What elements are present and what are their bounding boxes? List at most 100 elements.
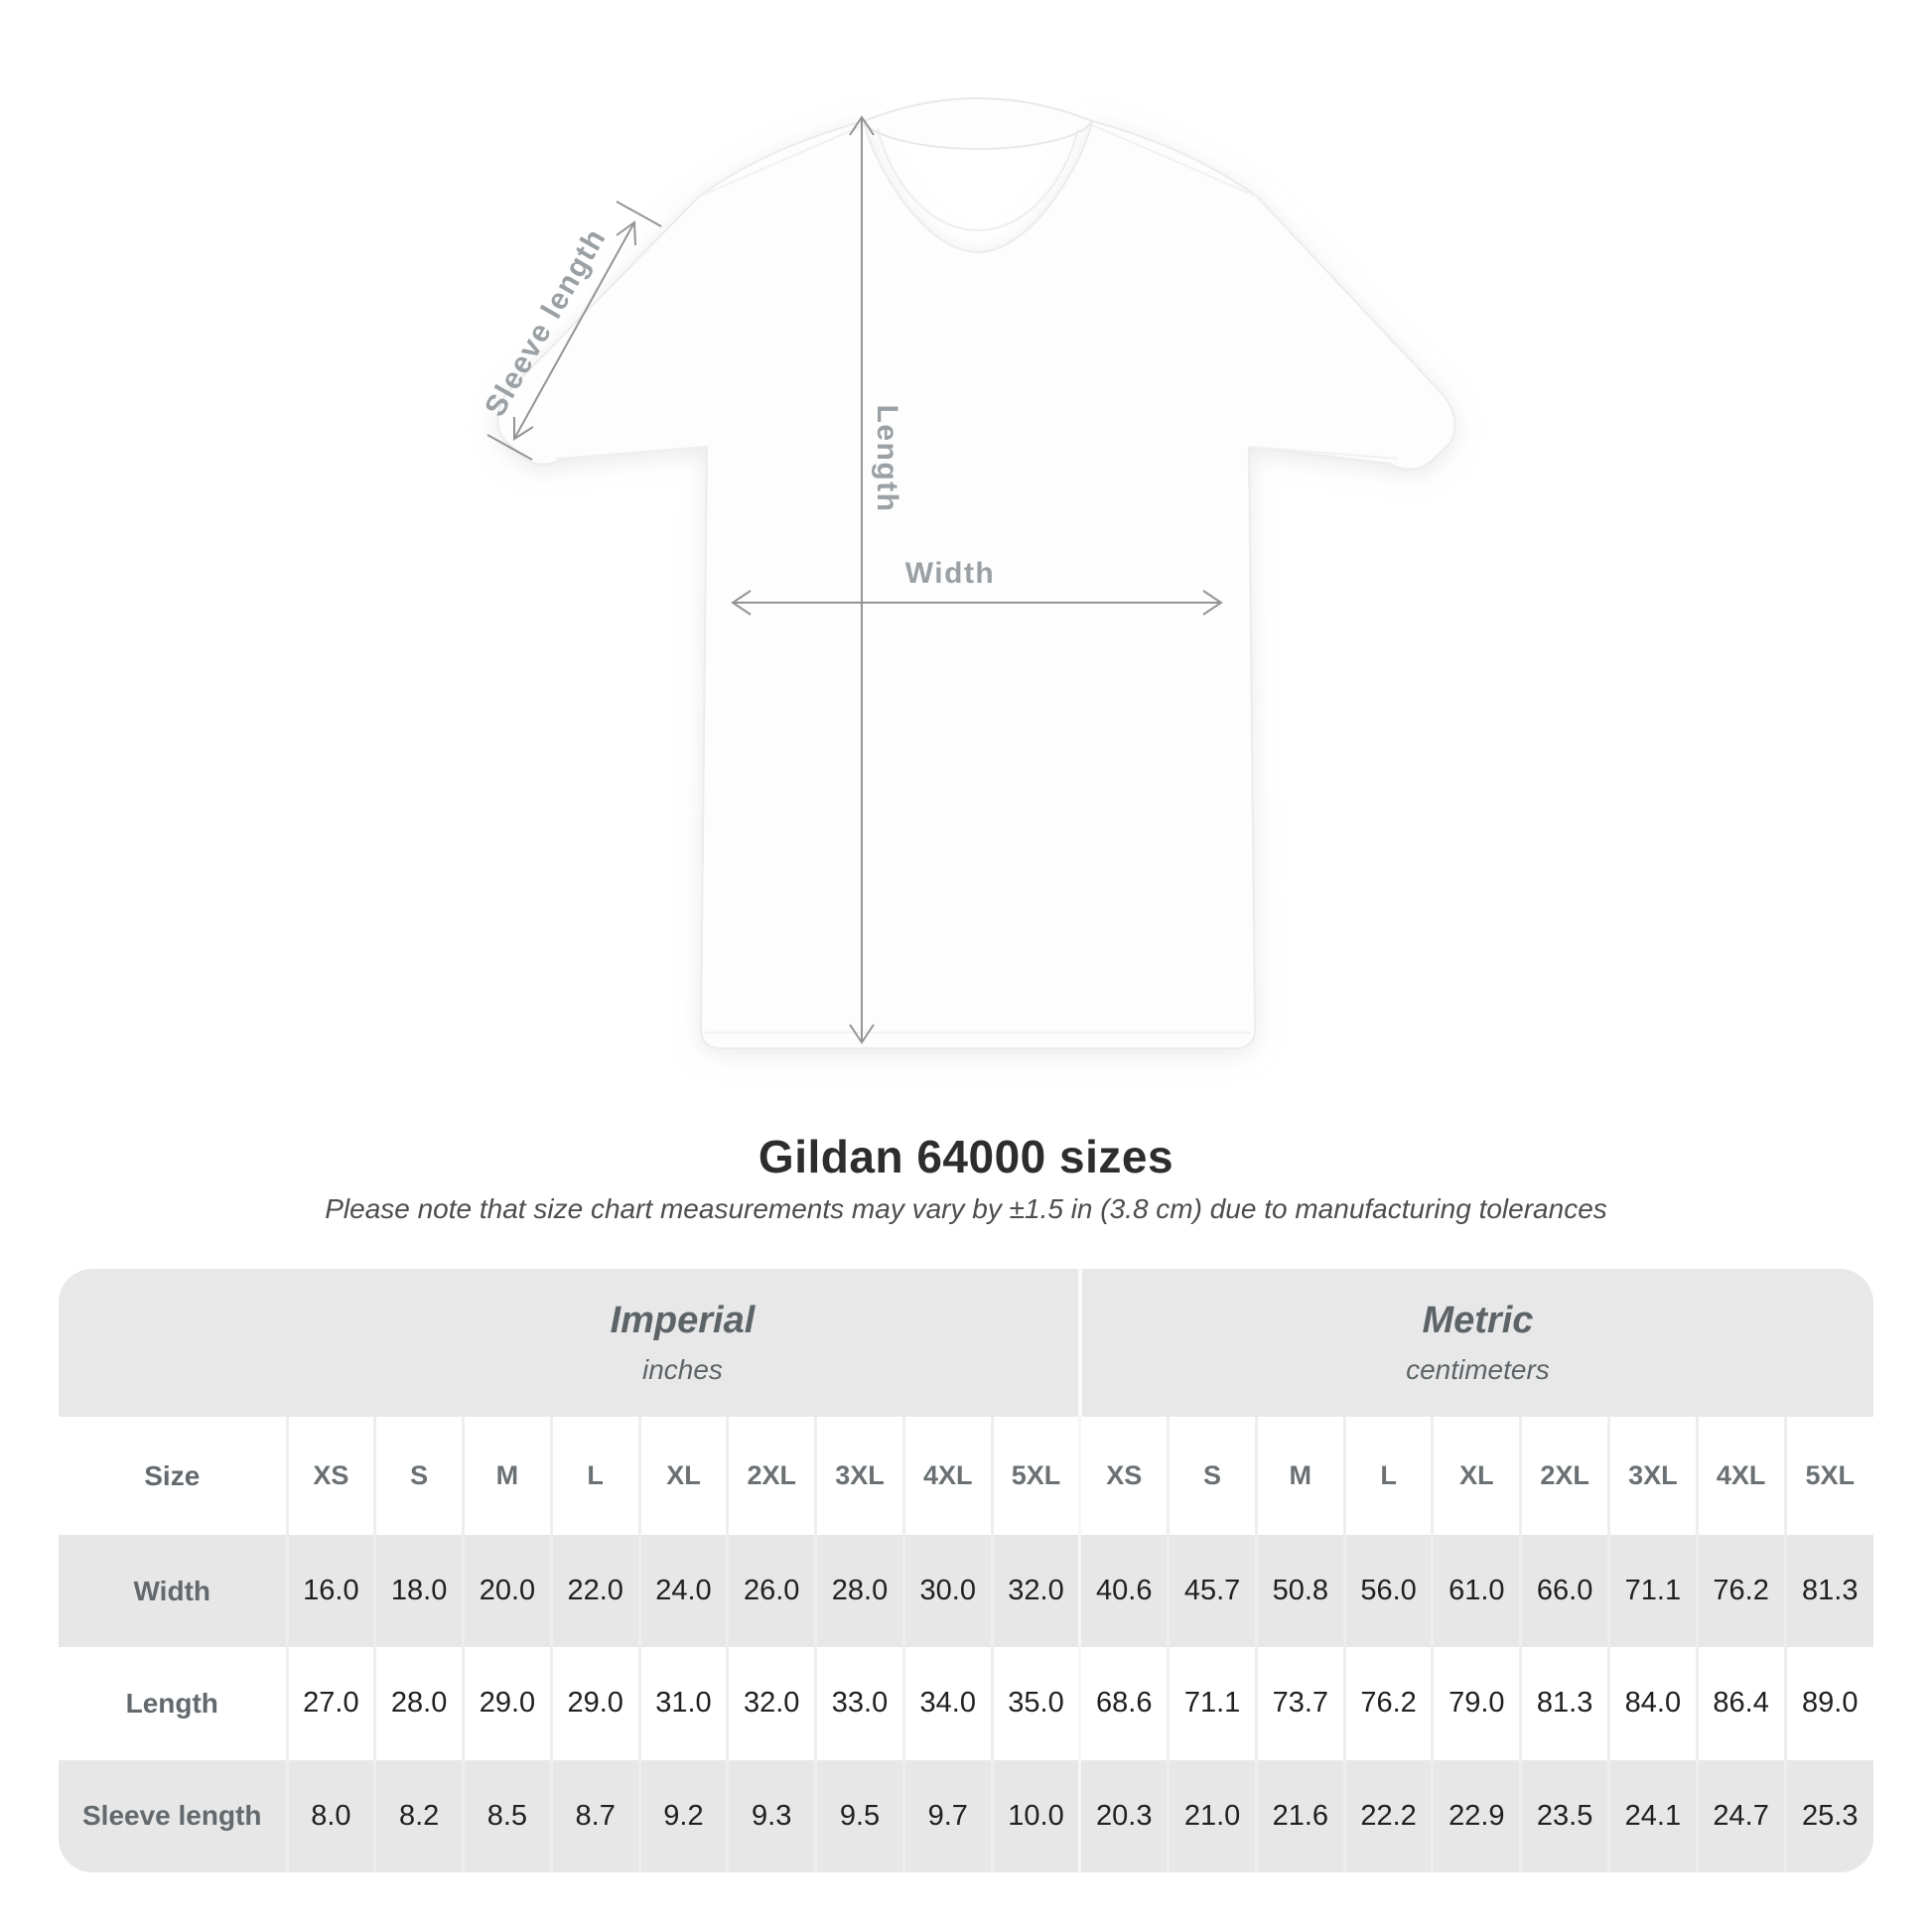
table-cell: 29.0 [462,1647,552,1760]
table-cell: 21.0 [1167,1759,1257,1872]
imperial-header: Imperial inches [287,1269,1080,1417]
size-column-header: 2XL [1519,1417,1609,1535]
size-column-header: XS [1078,1417,1169,1535]
table-cell: 8.2 [373,1759,464,1872]
size-column-header: 5XL [1783,1417,1873,1535]
table-cell: 29.0 [549,1647,640,1760]
right-shoulder-seam [1091,124,1258,198]
table-cell: 71.1 [1606,1535,1698,1648]
table-cell: 68.6 [1078,1647,1169,1760]
table-cell: 18.0 [373,1535,464,1648]
size-column-header: XL [637,1417,728,1535]
table-cell: 22.0 [549,1535,640,1648]
tshirt-diagram: Sleeve length Length Width [479,97,1456,1049]
size-column-header: 3XL [1606,1417,1698,1535]
size-column-header: 2XL [726,1417,816,1535]
width-label: Width [904,557,996,590]
table-cell: 22.2 [1342,1759,1433,1872]
table-cell: 66.0 [1519,1535,1609,1648]
table-cell: 26.0 [726,1535,816,1648]
table-cell: 76.2 [1342,1647,1433,1760]
size-column-header: XL [1431,1417,1521,1535]
size-header-row: Size XS S M L XL 2XL 3XL 4XL 5XL XS S M L XL 2XL 3XL 4XL… [59,1417,1873,1535]
table-cell: 86.4 [1695,1647,1786,1760]
table-cell: 50.8 [1254,1535,1345,1648]
size-column-header: S [1167,1417,1257,1535]
table-cell: 20.0 [462,1535,552,1648]
imperial-unit: inches [641,1354,723,1385]
table-cell: 56.0 [1342,1535,1433,1648]
table-cell: 79.0 [1431,1647,1521,1760]
collar-inner-line [877,128,1079,232]
collar-back [862,97,1094,151]
size-table-grid: Imperial inches Metric centimeters Size … [59,1269,1873,1872]
tshirt-image [486,97,1456,1049]
size-column-header: M [462,1417,552,1535]
table-cell: 20.3 [1078,1759,1169,1872]
table-cell: 81.3 [1519,1647,1609,1760]
table-cell: 35.0 [990,1647,1080,1760]
table-cell: 89.0 [1783,1647,1873,1760]
table-cell: 71.1 [1167,1647,1257,1760]
row-label: Width [133,1575,211,1606]
table-cell: 40.6 [1078,1535,1169,1648]
table-cell: 23.5 [1519,1759,1609,1872]
dimension-lines [486,115,1223,1044]
table-cell: 16.0 [285,1535,375,1648]
size-column-header: 4XL [901,1417,993,1535]
size-column-header: 3XL [814,1417,904,1535]
tshirt-silhouette [496,97,1456,1049]
table-cell: 8.0 [285,1759,375,1872]
page-subtitle: Please note that size chart measurements… [325,1193,1607,1224]
table-cell: 9.3 [726,1759,816,1872]
table-cell: 10.0 [990,1759,1080,1872]
sleeve-dimension-arrow [486,201,662,461]
table-cell: 32.0 [990,1535,1080,1648]
table-cell: 61.0 [1431,1535,1521,1648]
table-cell: 9.2 [637,1759,728,1872]
table-cell: 9.5 [814,1759,904,1872]
table-cell: 28.0 [373,1647,464,1760]
size-column-header: 5XL [990,1417,1080,1535]
table-cell: 22.9 [1431,1759,1521,1872]
table-cell: 25.3 [1783,1759,1873,1872]
table-cell: 84.0 [1606,1647,1698,1760]
width-dimension-arrow [731,590,1223,616]
table-cell: 21.6 [1254,1759,1345,1872]
page-title: Gildan 64000 sizes [758,1131,1174,1182]
table-cell: 34.0 [901,1647,993,1760]
table-cell: 30.0 [901,1535,993,1648]
table-cell: 24.7 [1695,1759,1786,1872]
size-column-header: 4XL [1695,1417,1786,1535]
table-cell: 32.0 [726,1647,816,1760]
table-cell: 8.5 [462,1759,552,1872]
table-cell: 73.7 [1254,1647,1345,1760]
size-column-header: L [549,1417,640,1535]
row-label: Length [125,1687,218,1719]
length-label: Length [871,404,903,513]
length-dimension-arrow [849,115,875,1044]
table-corner-cell [59,1269,287,1417]
table-cell: 27.0 [285,1647,375,1760]
left-shoulder-seam [698,124,865,198]
table-cell: 76.2 [1695,1535,1786,1648]
table-row: Width 16.0 18.0 20.0 22.0 24.0 26.0 28.0 30.0 32.… [59,1535,1873,1648]
size-column-header: M [1254,1417,1345,1535]
table-row: Sleeve length 8.0 8.2 8.5 8.7 9.2 9.3 9.5 9.7 10.… [59,1759,1873,1872]
unit-header-row: Imperial inches Metric centimeters [59,1269,1873,1417]
table-cell: 28.0 [814,1535,904,1648]
table-cell: 24.0 [637,1535,728,1648]
row-label: Sleeve length [81,1800,262,1832]
size-column-header: S [373,1417,464,1535]
metric-unit: centimeters [1406,1354,1550,1385]
table-cell: 9.7 [901,1759,993,1872]
size-row-label: Size [144,1459,201,1491]
table-cell: 45.7 [1167,1535,1257,1648]
size-table: Imperial inches Metric centimeters Size … [59,1269,1873,1872]
right-sleeve-seam [1248,446,1399,460]
table-cell: 81.3 [1783,1535,1873,1648]
table-row: Length 27.0 28.0 29.0 29.0 31.0 32.0 33.0 34.0 35… [59,1647,1873,1760]
table-cell: 24.1 [1606,1759,1698,1872]
size-column-header: XS [285,1417,375,1535]
table-cell: 31.0 [637,1647,728,1760]
